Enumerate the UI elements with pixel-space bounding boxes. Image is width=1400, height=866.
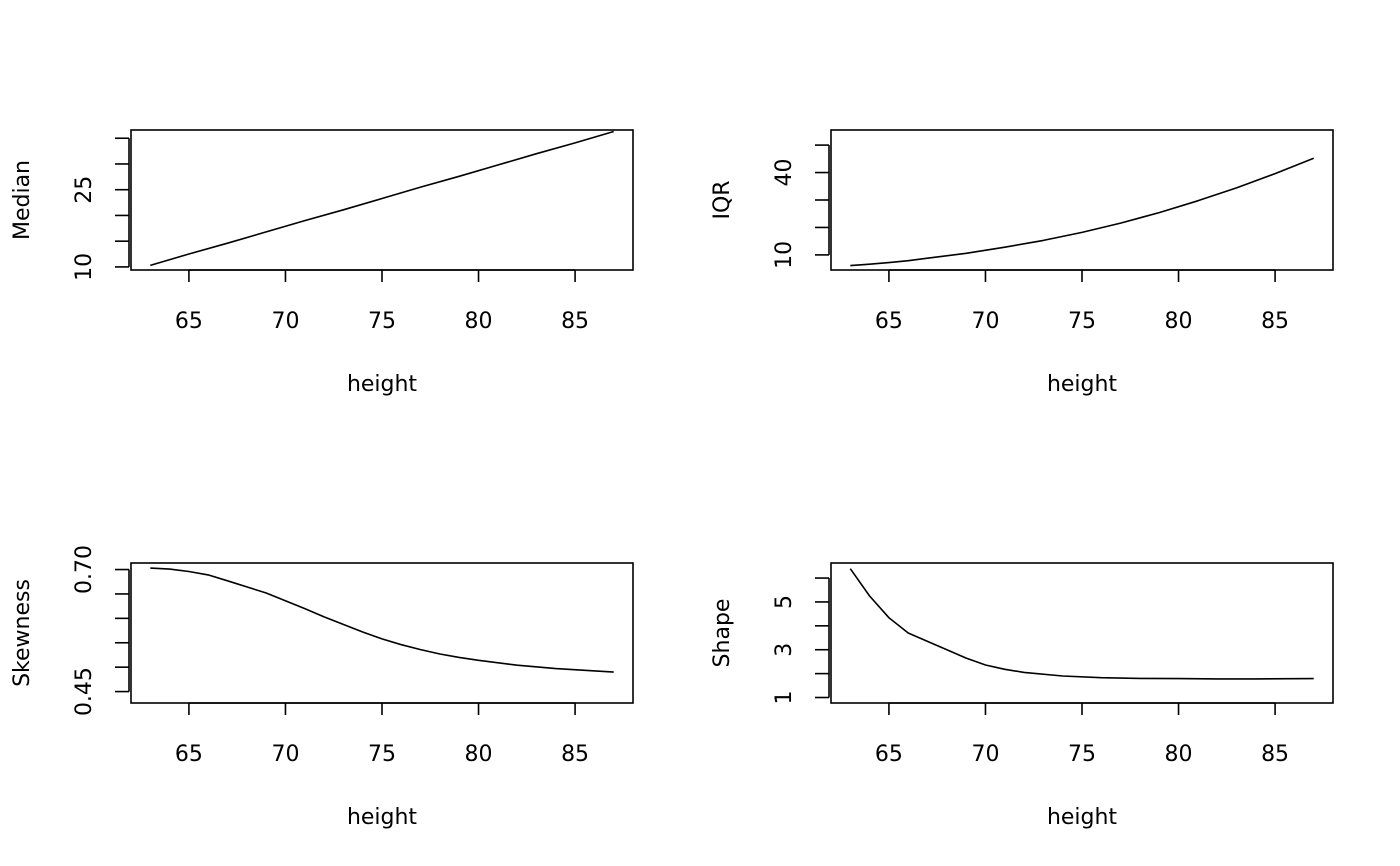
x-tick-label: 65	[175, 309, 203, 334]
x-tick-label: 85	[1261, 742, 1289, 767]
x-tick-label: 85	[1261, 309, 1289, 334]
chart-panel-4: 65 70 75 80 85 1 3 5 height Shape	[710, 562, 1334, 830]
x-tick-label: 75	[1068, 742, 1096, 767]
x-axis-title: height	[1047, 372, 1117, 397]
series-line	[150, 567, 614, 673]
y-axis-title: Shape	[710, 599, 735, 668]
x-tick-label: 70	[971, 742, 999, 767]
x-tick-label: 70	[271, 309, 299, 334]
y-tick-label: 10	[72, 253, 97, 281]
x-tick-label: 70	[971, 309, 999, 334]
plot-frame	[830, 562, 1334, 704]
x-tick-label: 75	[368, 309, 396, 334]
x-tick-label: 80	[465, 309, 493, 334]
y-tick-label: 40	[772, 159, 797, 187]
series-line	[849, 568, 1314, 680]
y-tick-label: 1	[772, 691, 797, 705]
y-tick-label: 0.70	[72, 545, 97, 594]
chart-panel-1: 65 70 75 80 85 10 25 height Median	[10, 129, 634, 397]
x-tick-label: 75	[1068, 309, 1096, 334]
plot-frame	[130, 562, 634, 704]
plot-frame	[830, 129, 1334, 271]
x-tick-label: 80	[1165, 742, 1193, 767]
x-tick-label: 70	[271, 742, 299, 767]
y-axis-title: Skewness	[10, 579, 35, 687]
chart-panel-3: 65 70 75 80 85 0.45 0.70 height Skewness	[10, 545, 634, 830]
y-axis-title: IQR	[710, 180, 735, 219]
x-tick-label: 65	[875, 309, 903, 334]
series-line	[850, 157, 1314, 267]
x-tick-label: 65	[875, 742, 903, 767]
x-axis-title: height	[347, 372, 417, 397]
y-axis-title: Median	[10, 160, 35, 240]
y-tick-label: 3	[772, 643, 797, 657]
x-tick-label: 85	[561, 309, 589, 334]
x-tick-label: 80	[1165, 309, 1193, 334]
x-tick-label: 75	[368, 742, 396, 767]
y-tick-label: 10	[772, 241, 797, 269]
y-tick-label: 0.45	[72, 667, 97, 716]
x-tick-label: 65	[175, 742, 203, 767]
series-line	[150, 130, 614, 267]
x-tick-label: 80	[465, 742, 493, 767]
y-tick-label: 25	[72, 176, 97, 204]
x-axis-title: height	[1047, 805, 1117, 830]
x-axis-title: height	[347, 805, 417, 830]
y-tick-label: 5	[772, 595, 797, 609]
chart-panel-2: 65 70 75 80 85 10 40 height IQR	[710, 129, 1334, 397]
x-tick-label: 85	[561, 742, 589, 767]
